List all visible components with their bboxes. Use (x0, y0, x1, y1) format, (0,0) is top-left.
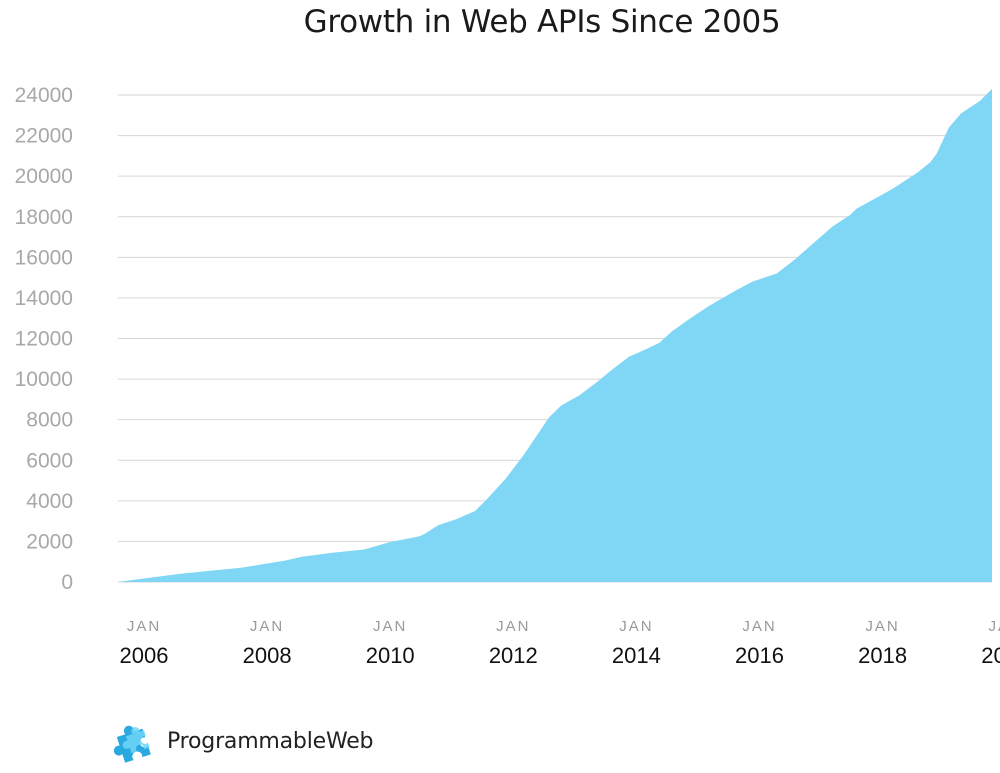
y-tick-label: 8000 (26, 409, 73, 432)
y-tick-label: 22000 (15, 125, 73, 148)
y-tick-label: 16000 (15, 246, 73, 269)
x-tick-year: 2016 (735, 643, 784, 668)
x-tick-year: 2014 (612, 643, 661, 668)
x-tick-month: JAN (127, 618, 161, 635)
x-tick-month: JAN (742, 618, 776, 635)
y-tick-label: 6000 (26, 449, 73, 472)
x-tick-month: JAN (496, 618, 530, 635)
y-axis: 0 2000 4000 6000 8000 10000 12000 14000 16000 180… (15, 84, 73, 594)
y-tick-label: 2000 (26, 530, 73, 553)
brand-logo: ProgrammableWeb (113, 716, 374, 766)
y-tick-label: 12000 (15, 328, 73, 351)
x-tick-year: 2006 (120, 643, 169, 668)
x-tick-month: JAN (865, 618, 899, 635)
x-tick-year: 2012 (489, 643, 538, 668)
y-tick-label: 0 (61, 571, 73, 594)
puzzle-piece-icon (113, 725, 151, 763)
brand-name: ProgrammableWeb (167, 728, 374, 754)
x-axis: JAN 2006 JAN 2008 JAN 2010 JAN 2012 JAN 2014 JAN 20… (120, 618, 1000, 668)
y-tick-label: 18000 (15, 206, 73, 229)
x-tick-year: 2020 (981, 643, 1000, 668)
chart-title: Growth in Web APIs Since 2005 (303, 4, 781, 40)
x-tick-year: 2008 (243, 643, 292, 668)
x-tick-year: 2010 (366, 643, 415, 668)
y-tick-label: 14000 (15, 287, 73, 310)
y-tick-label: 10000 (15, 368, 73, 391)
y-tick-label: 24000 (15, 84, 73, 107)
x-tick-month: JAN (619, 618, 653, 635)
x-tick-month: JAN (373, 618, 407, 635)
area-series (118, 88, 992, 583)
y-tick-label: 20000 (15, 165, 73, 188)
x-tick-year: 2018 (858, 643, 907, 668)
y-tick-label: 4000 (26, 490, 73, 513)
x-tick-month: JAN (250, 618, 284, 635)
x-tick-month: JAN (989, 618, 1000, 635)
area-series-web-apis (118, 88, 992, 583)
